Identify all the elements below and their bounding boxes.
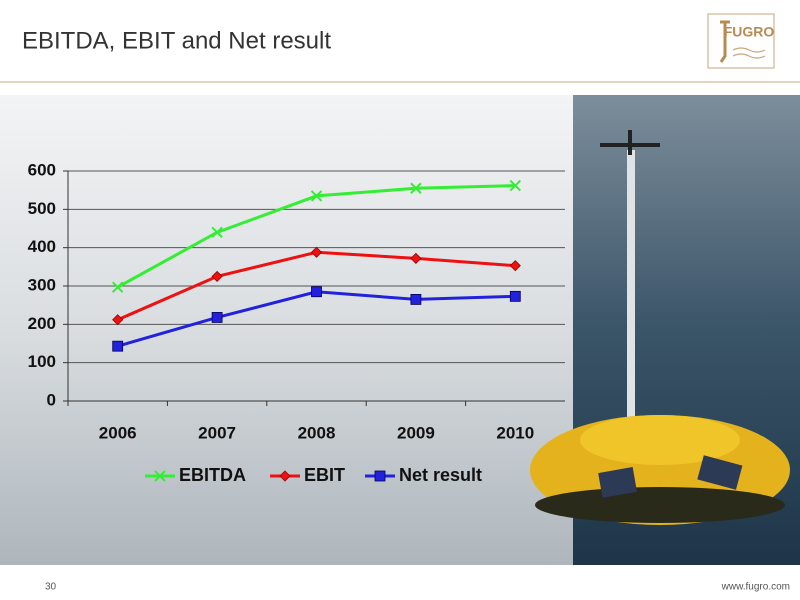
marker bbox=[111, 281, 124, 293]
marker bbox=[112, 340, 124, 352]
marker bbox=[211, 226, 223, 239]
marker bbox=[310, 246, 323, 258]
slide-title: EBITDA, EBIT and Net result bbox=[22, 27, 331, 54]
buoy bbox=[530, 130, 790, 525]
y-tick-label: 400 bbox=[28, 237, 56, 256]
marker bbox=[112, 314, 124, 326]
legend-item: EBIT bbox=[270, 465, 345, 485]
marker bbox=[509, 179, 522, 192]
legend-label: EBIT bbox=[304, 465, 345, 485]
legend-marker bbox=[374, 470, 386, 482]
legend-label: Net result bbox=[399, 465, 482, 485]
y-tick-label: 300 bbox=[28, 275, 56, 294]
marker bbox=[410, 294, 422, 305]
x-tick-label: 2007 bbox=[198, 423, 236, 442]
marker bbox=[310, 190, 323, 202]
marker bbox=[211, 270, 223, 282]
y-tick-label: 100 bbox=[28, 352, 56, 371]
chart: 0 100 200 300 400 500 600 2006 2007 2008 2009 2010 E… bbox=[28, 160, 565, 485]
legend-item: EBITDA bbox=[145, 465, 246, 485]
y-tick-label: 500 bbox=[28, 199, 56, 218]
slide-number: 30 bbox=[45, 582, 57, 593]
y-tick-label: 0 bbox=[47, 390, 56, 409]
legend-marker bbox=[279, 470, 291, 482]
legend-label: EBITDA bbox=[179, 465, 246, 485]
footer-url: www.fugro.com bbox=[721, 582, 790, 593]
y-tick-label: 600 bbox=[28, 160, 56, 179]
x-tick-label: 2009 bbox=[397, 423, 435, 442]
logo-text: FUGRO bbox=[724, 24, 775, 40]
legend-item: Net result bbox=[365, 465, 482, 485]
marker bbox=[509, 260, 521, 272]
photo-water bbox=[0, 95, 573, 565]
marker bbox=[211, 312, 223, 323]
marker bbox=[311, 286, 322, 298]
logo: FUGRO bbox=[707, 13, 775, 69]
marker bbox=[410, 182, 422, 194]
x-tick-label: 2010 bbox=[496, 423, 534, 442]
x-tick-label: 2008 bbox=[298, 423, 336, 442]
legend-marker bbox=[154, 470, 166, 482]
marker bbox=[509, 290, 521, 302]
y-tick-label: 200 bbox=[28, 314, 56, 333]
marker bbox=[410, 252, 422, 264]
x-tick-label: 2006 bbox=[99, 423, 137, 442]
